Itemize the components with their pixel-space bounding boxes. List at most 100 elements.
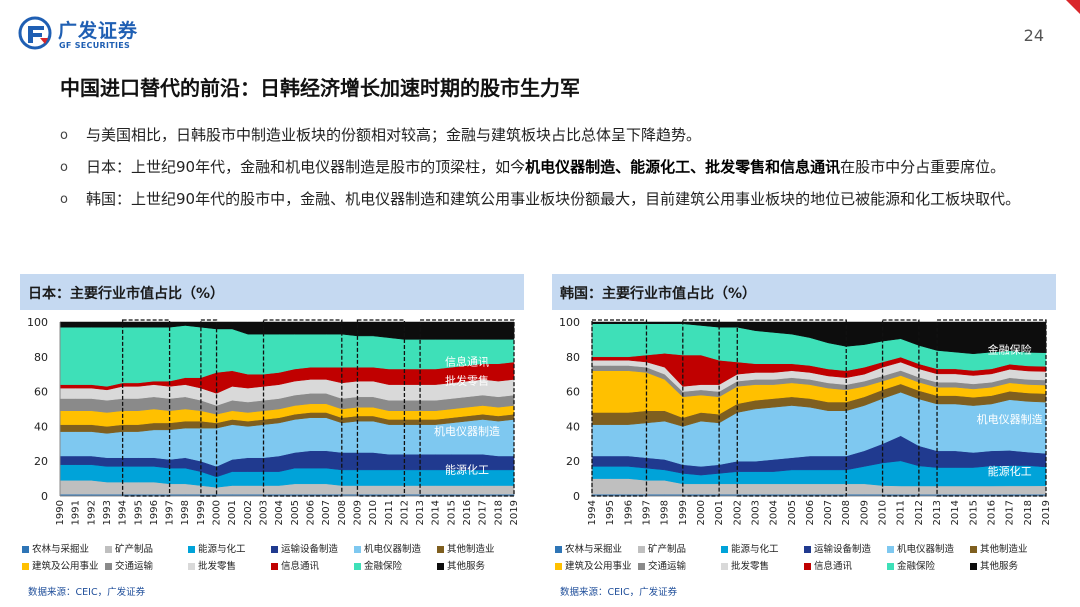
x-tick-label: 2007 bbox=[823, 500, 834, 525]
x-tick-label: 2009 bbox=[352, 500, 363, 525]
corner-accent bbox=[1066, 0, 1080, 14]
dashed-period-box bbox=[881, 319, 920, 497]
x-tick-label: 2011 bbox=[384, 500, 395, 525]
x-tick-label: 1997 bbox=[641, 500, 652, 525]
legend-label: 矿产制品 bbox=[648, 544, 687, 555]
legend-swatch bbox=[105, 546, 112, 553]
series-annotation: 金融保险 bbox=[988, 342, 1032, 356]
x-tick-label: 2015 bbox=[968, 500, 979, 525]
x-tick-label: 2019 bbox=[509, 500, 520, 525]
y-tick-label: 60 bbox=[34, 386, 48, 399]
series-annotation: 信息通讯 bbox=[445, 355, 489, 369]
legend-label: 金融保险 bbox=[897, 561, 936, 572]
x-tick-label: 2010 bbox=[368, 500, 379, 525]
legend-swatch bbox=[188, 546, 195, 553]
x-tick-label: 2005 bbox=[290, 500, 301, 525]
korea-area-chart: 0 20 40 60 80 100 1994 1995 1996 1997 1998 1999 2000… bbox=[559, 316, 1052, 525]
page-number: 24 bbox=[1023, 26, 1044, 45]
legend-label: 其他制造业 bbox=[980, 544, 1028, 555]
korea-chart-title: 韩国：主要行业市值占比（%） bbox=[560, 286, 757, 302]
legend-label: 矿产制品 bbox=[115, 544, 154, 555]
legend-item: 交通运输 bbox=[105, 558, 153, 572]
legend-swatch bbox=[555, 546, 562, 553]
x-tick-label: 2016 bbox=[462, 500, 473, 525]
legend-swatch bbox=[721, 546, 728, 553]
legend-swatch bbox=[555, 563, 562, 570]
x-tick-label: 2000 bbox=[696, 500, 707, 525]
legend-item: 运输设备制造 bbox=[804, 541, 871, 555]
x-tick-label: 2014 bbox=[950, 500, 961, 525]
legend-swatch bbox=[188, 563, 195, 570]
x-tick-label: 2002 bbox=[243, 500, 254, 525]
legend-item: 信息通讯 bbox=[271, 558, 319, 572]
legend-swatch bbox=[970, 563, 977, 570]
x-tick-label: 2011 bbox=[896, 500, 907, 525]
x-tick-label: 2013 bbox=[932, 500, 943, 525]
x-tick-label: 1993 bbox=[102, 500, 113, 525]
legend-label: 机电仪器制造 bbox=[364, 544, 422, 555]
korea-chart-header: 韩国：主要行业市值占比（%） bbox=[552, 274, 1056, 310]
x-tick-label: 2017 bbox=[478, 500, 489, 525]
x-tick-label: 1990 bbox=[55, 500, 66, 525]
legend-swatch bbox=[638, 563, 645, 570]
legend-swatch bbox=[970, 546, 977, 553]
legend-label: 批发零售 bbox=[198, 561, 237, 572]
bullet-marker: o bbox=[60, 192, 68, 207]
legend-item: 运输设备制造 bbox=[271, 541, 338, 555]
company-logo: 广发证券 GF SECURITIES bbox=[18, 14, 158, 54]
legend-item: 农林与采掘业 bbox=[555, 541, 622, 555]
japan-area-chart: 0 20 40 60 80 100 1990 1991 1992 1993 1994 1995 1996… bbox=[27, 316, 520, 525]
y-tick-label: 0 bbox=[573, 490, 580, 503]
x-tick-label: 2004 bbox=[274, 500, 285, 525]
x-tick-label: 1991 bbox=[71, 500, 82, 525]
dashed-period-box bbox=[419, 319, 515, 497]
x-tick-label: 2001 bbox=[227, 500, 238, 525]
legend-item: 金融保险 bbox=[887, 558, 935, 572]
x-tick-label: 2010 bbox=[878, 500, 889, 525]
y-tick-label: 20 bbox=[34, 455, 48, 468]
legend-swatch bbox=[804, 563, 811, 570]
dashed-period-box bbox=[682, 319, 720, 497]
legend-label: 建筑及公用事业 bbox=[565, 561, 632, 572]
legend-swatch bbox=[22, 563, 29, 570]
x-tick-label: 1994 bbox=[118, 500, 129, 525]
legend-item: 农林与采掘业 bbox=[22, 541, 89, 555]
gf-logo-icon bbox=[18, 16, 52, 50]
y-tick-label: 80 bbox=[34, 351, 48, 364]
y-tick-label: 20 bbox=[566, 455, 580, 468]
legend-swatch bbox=[437, 546, 444, 553]
x-tick-label: 2012 bbox=[914, 500, 925, 525]
bullet-emphasis: 机电仪器制造、能源化工、批发零售和信息通讯 bbox=[525, 158, 841, 176]
legend-label: 能源与化工 bbox=[731, 544, 779, 555]
korea-legend: 农林与采掘业 矿产制品 能源与化工 运输设备制造 机电仪器制造 其他制造业 建筑及公用事业 交… bbox=[555, 541, 1055, 579]
x-tick-label: 1995 bbox=[605, 500, 616, 525]
legend-item: 其他制造业 bbox=[437, 541, 495, 555]
legend-item: 矿产制品 bbox=[105, 541, 153, 555]
legend-label: 能源与化工 bbox=[198, 544, 246, 555]
legend-label: 机电仪器制造 bbox=[897, 544, 955, 555]
y-tick-label: 60 bbox=[566, 386, 580, 399]
y-tick-label: 100 bbox=[559, 316, 580, 329]
legend-label: 信息通讯 bbox=[281, 561, 320, 572]
legend-label: 交通运输 bbox=[115, 561, 154, 572]
x-tick-label: 2000 bbox=[212, 500, 223, 525]
legend-item: 建筑及公用事业 bbox=[555, 558, 632, 572]
legend-label: 信息通讯 bbox=[814, 561, 853, 572]
korea-source-note: 数据来源：CEIC，广发证券 bbox=[560, 587, 678, 598]
legend-item: 建筑及公用事业 bbox=[22, 558, 99, 572]
x-tick-label: 1996 bbox=[623, 500, 634, 525]
x-tick-label: 2008 bbox=[337, 500, 348, 525]
legend-item: 机电仪器制造 bbox=[887, 541, 954, 555]
dashed-period-box bbox=[736, 319, 847, 497]
x-tick-label: 2018 bbox=[1023, 500, 1034, 525]
x-tick-label: 1999 bbox=[196, 500, 207, 525]
legend-item: 其他制造业 bbox=[970, 541, 1028, 555]
legend-swatch bbox=[271, 563, 278, 570]
series-annotation: 机电仪器制造 bbox=[434, 424, 500, 438]
series-annotation: 能源化工 bbox=[988, 464, 1032, 478]
dashed-period-box bbox=[356, 319, 406, 497]
legend-label: 运输设备制造 bbox=[814, 544, 872, 555]
x-tick-label: 2016 bbox=[987, 500, 998, 525]
legend-item: 其他服务 bbox=[437, 558, 485, 572]
legend-label: 运输设备制造 bbox=[281, 544, 339, 555]
